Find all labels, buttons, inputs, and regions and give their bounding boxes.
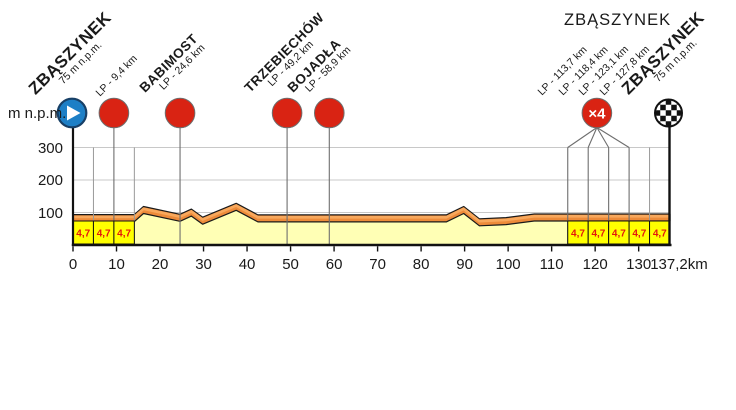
lap-box-finish-label: 4,7 [612,229,626,240]
x-axis-tick-label: 130 [626,256,652,273]
start-play-icon [67,105,81,121]
x-axis-tick-label: 100 [495,256,521,273]
finish-checker-square [671,104,677,111]
sprint-marker [164,97,196,129]
x-axis-tick-label: 20 [151,256,169,273]
lap-box-finish-label: 4,7 [591,229,605,240]
lap-box-start-label: 4,7 [97,229,111,240]
circuit-fan-line [596,127,630,148]
x-axis-tick-label: 120 [582,256,608,273]
finish-circuit-header: ZBĄSZYNEK [564,11,672,29]
finish-checker-square [655,110,661,116]
circuit-fan-line [596,127,610,148]
x-axis-tick-label: 50 [282,256,299,273]
finish-checker-square [676,110,682,116]
lap-box-start-label: 4,7 [117,229,131,240]
circuit-badge [581,97,613,129]
x-axis-tick-label: 0 [68,256,78,273]
x-axis-tick-label: 10 [108,256,125,273]
finish-checker-square [665,100,672,105]
x-axis-tick-label: 30 [195,256,212,273]
finish-checker-square [660,115,666,122]
finish-checker-square [671,115,677,122]
circuit-badge-label: ×4 [588,106,606,123]
x-axis-tick-label: 70 [369,256,386,273]
sprint-marker [313,97,345,129]
x-axis-tick-label: 60 [325,256,343,273]
y-axis-tick-label: 300 [37,139,63,157]
lap-box-finish-label: 4,7 [632,229,646,240]
y-axis-unit-label: m n.p.m. [8,105,67,122]
lap-box-finish-label: 4,7 [653,229,667,240]
x-axis-end-label: 137,2km [650,256,708,273]
sprint-marker [98,97,130,129]
y-axis-tick-label: 100 [37,204,63,222]
x-axis-tick-label: 90 [456,256,473,273]
y-axis-tick-label: 200 [37,172,63,189]
lap-box-start-label: 4,7 [76,229,90,240]
finish-checker-square [665,110,672,116]
lap-box-finish-label: 4,7 [571,229,585,240]
x-axis-tick-label: 40 [238,256,256,273]
finish-checker-square [665,121,672,126]
x-axis-tick-label: 110 [539,256,564,273]
finish-checker-square [660,104,666,111]
sprint-marker [271,97,303,129]
circuit-fan-line [587,127,598,148]
circuit-fan-line [567,127,598,148]
x-axis-tick-label: 80 [412,256,430,273]
road-band-highlight [73,204,670,223]
profile-area [73,210,670,244]
